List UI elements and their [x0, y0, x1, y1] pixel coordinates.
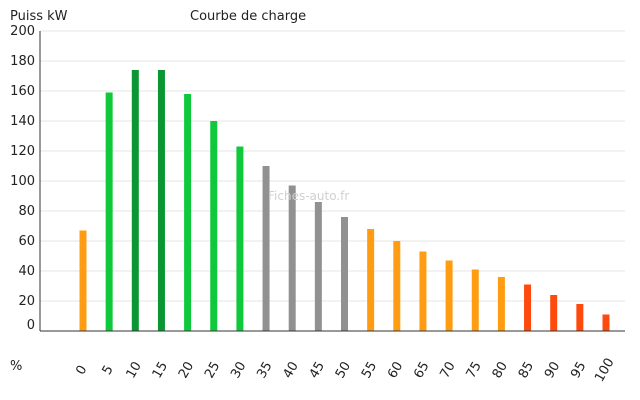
y-tick-label: 0 [27, 318, 35, 333]
x-tick-label: 50 [333, 359, 354, 381]
x-tick-label: 90 [542, 359, 563, 381]
x-tick-label: 45 [307, 359, 328, 381]
y-axis-label: Puiss kW [10, 9, 68, 24]
bar [314, 202, 322, 331]
bars [79, 70, 610, 331]
y-tick-label: 100 [10, 174, 35, 189]
bar [393, 241, 401, 331]
bar [497, 277, 505, 331]
x-tick-label: 5 [100, 363, 117, 378]
y-tick-label: 140 [10, 114, 35, 129]
x-tick-label: 85 [516, 359, 537, 381]
bar [419, 251, 427, 331]
x-tick-label: 95 [568, 359, 589, 381]
y-tick-label: 80 [18, 204, 35, 219]
bar [157, 70, 165, 331]
x-axis-label: % [10, 359, 22, 374]
x-tick-labels: 0 5 10 15 20 25 30 35 40 45 50 55 60 65 70 75 80 85 90 95 10… [73, 356, 617, 385]
x-tick-label: 20 [176, 359, 197, 381]
x-tick-label: 80 [490, 359, 511, 381]
bar [445, 260, 453, 331]
y-tick-label: 40 [18, 264, 35, 279]
y-tick-label: 20 [18, 294, 35, 309]
y-tick-label: 120 [10, 144, 35, 159]
y-tick-label: 200 [10, 24, 35, 39]
bar [262, 166, 270, 331]
bar [602, 314, 610, 331]
bar [288, 185, 296, 331]
x-tick-label: 70 [437, 359, 458, 381]
bar [210, 121, 218, 331]
y-tick-label: 60 [18, 234, 35, 249]
bar [341, 217, 348, 331]
x-tick-label: 40 [281, 359, 302, 381]
x-tick-label: 10 [124, 359, 145, 381]
x-tick-label: 25 [202, 359, 223, 381]
bar [471, 269, 479, 331]
x-tick-label: 100 [592, 356, 617, 385]
x-tick-label: 55 [359, 359, 380, 381]
y-tick-label: 180 [10, 54, 35, 69]
y-tick-label: 160 [10, 84, 35, 99]
watermark-text: Fiches-auto.fr [268, 189, 349, 203]
bar [524, 284, 532, 331]
x-tick-label: 65 [411, 359, 432, 381]
x-tick-label: 30 [228, 359, 249, 381]
chart-title: Courbe de charge [190, 9, 306, 24]
grid-lines [40, 30, 625, 302]
bar [550, 295, 558, 331]
bar [105, 92, 113, 331]
x-tick-label: 35 [254, 359, 275, 381]
bar [576, 304, 584, 331]
bar [131, 70, 139, 331]
bar [236, 146, 244, 331]
bar [184, 94, 192, 331]
bar [367, 229, 375, 331]
bar [79, 230, 87, 331]
x-tick-label: 75 [464, 359, 485, 381]
x-tick-label: 0 [73, 363, 90, 378]
x-tick-label: 15 [150, 359, 171, 381]
x-tick-label: 60 [385, 359, 406, 381]
y-tick-labels: 0 20 40 60 80 100 120 140 160 180 200 [10, 24, 35, 333]
